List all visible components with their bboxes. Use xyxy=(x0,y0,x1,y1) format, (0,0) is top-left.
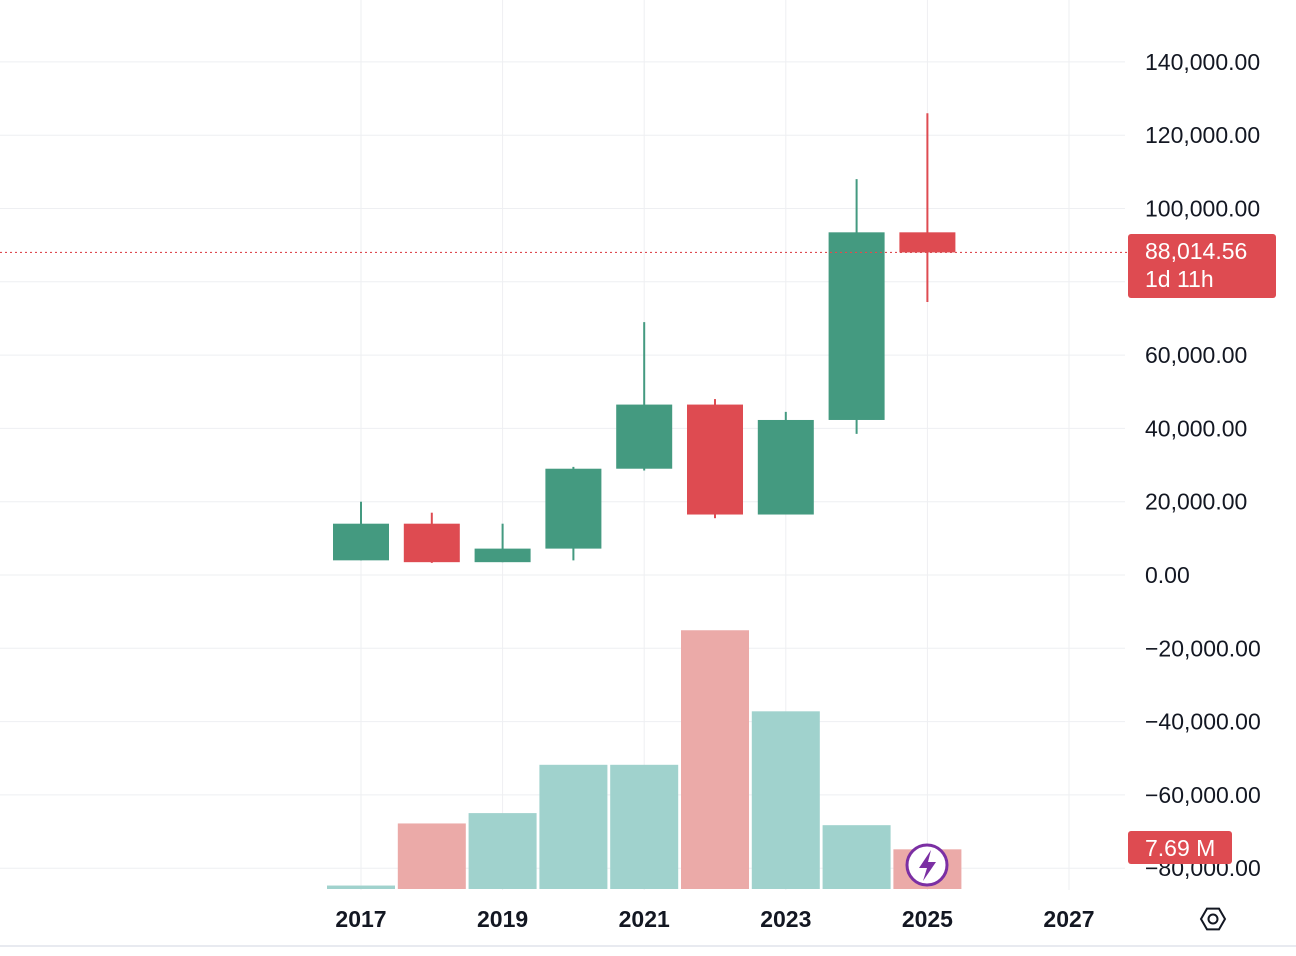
candle-body xyxy=(687,404,743,515)
candle-layer xyxy=(333,113,956,563)
y-tick-label: −40,000.00 xyxy=(1145,709,1261,735)
candle-body xyxy=(757,419,814,515)
candle-body xyxy=(474,548,531,563)
candle-body xyxy=(899,232,956,253)
y-tick-label: −60,000.00 xyxy=(1145,782,1261,808)
x-tick-label: 2025 xyxy=(902,906,953,932)
x-tick-label: 2017 xyxy=(335,906,386,932)
x-tick-label: 2027 xyxy=(1043,906,1094,932)
y-tick-label: 40,000.00 xyxy=(1145,415,1247,441)
grid-layer xyxy=(0,0,1125,890)
volume-bar xyxy=(822,825,891,889)
y-tick-label: 60,000.00 xyxy=(1145,342,1247,368)
volume-layer xyxy=(327,630,962,889)
candle-body xyxy=(333,523,389,561)
volume-bar xyxy=(751,711,820,889)
x-tick-label: 2019 xyxy=(477,906,528,932)
candle-body xyxy=(616,404,673,469)
y-axis[interactable]: 140,000.00 120,000.00 100,000.00 60,000.00 4… xyxy=(1145,49,1261,881)
lightning-bolt-icon[interactable] xyxy=(905,843,949,887)
volume-badge-value: 7.69 M xyxy=(1145,835,1215,861)
candle-countdown: 1d 11h xyxy=(1145,266,1214,292)
last-price-badge-background xyxy=(1128,234,1276,298)
y-tick-label: 0.00 xyxy=(1145,562,1190,588)
last-price-value: 88,014.56 xyxy=(1145,238,1247,264)
x-axis[interactable]: 2017 2019 2021 2023 2025 2027 xyxy=(335,906,1094,932)
candle-body xyxy=(828,232,885,420)
y-tick-label: 20,000.00 xyxy=(1145,489,1247,515)
y-tick-label: 120,000.00 xyxy=(1145,122,1260,148)
volume-badge-background xyxy=(1128,831,1232,864)
volume-bar xyxy=(610,764,679,889)
x-tick-label: 2023 xyxy=(760,906,811,932)
hexagon-settings-icon[interactable] xyxy=(1199,907,1227,931)
volume-bar xyxy=(468,813,537,889)
volume-bar xyxy=(681,630,749,889)
y-tick-label: 140,000.00 xyxy=(1145,49,1260,75)
candle-body xyxy=(545,468,602,549)
volume-badge: 7.69 M xyxy=(1128,831,1232,864)
x-tick-label: 2021 xyxy=(619,906,670,932)
candle-body xyxy=(403,523,460,563)
volume-bar xyxy=(539,764,608,889)
volume-bar xyxy=(327,885,395,889)
y-tick-label: −20,000.00 xyxy=(1145,635,1261,661)
y-tick-label: 100,000.00 xyxy=(1145,196,1260,222)
last-price-badge: 88,014.56 1d 11h xyxy=(1128,234,1276,298)
volume-bar xyxy=(397,823,466,889)
